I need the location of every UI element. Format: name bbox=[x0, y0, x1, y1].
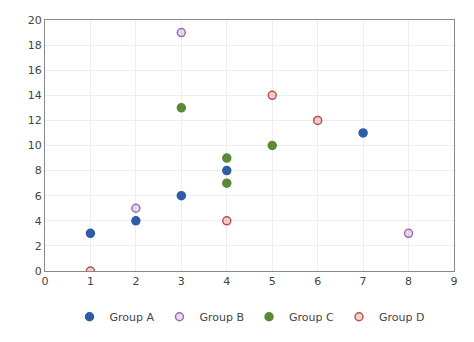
svg-text:6: 6 bbox=[35, 190, 42, 203]
svg-text:0: 0 bbox=[42, 275, 49, 288]
svg-text:10: 10 bbox=[28, 139, 42, 152]
svg-text:Group D: Group D bbox=[379, 311, 424, 324]
svg-text:12: 12 bbox=[28, 114, 42, 127]
svg-text:14: 14 bbox=[28, 89, 42, 102]
svg-text:9: 9 bbox=[451, 275, 458, 288]
svg-text:5: 5 bbox=[269, 275, 276, 288]
svg-text:7: 7 bbox=[360, 275, 367, 288]
svg-text:3: 3 bbox=[178, 275, 185, 288]
svg-text:8: 8 bbox=[35, 164, 42, 177]
svg-text:16: 16 bbox=[28, 64, 42, 77]
svg-text:4: 4 bbox=[223, 275, 230, 288]
svg-text:0: 0 bbox=[35, 265, 42, 278]
svg-text:Group A: Group A bbox=[110, 311, 155, 324]
svg-text:2: 2 bbox=[132, 275, 139, 288]
svg-text:8: 8 bbox=[405, 275, 412, 288]
svg-text:18: 18 bbox=[28, 39, 42, 52]
svg-text:Group C: Group C bbox=[289, 311, 334, 324]
svg-text:Group B: Group B bbox=[199, 311, 244, 324]
svg-text:1: 1 bbox=[87, 275, 94, 288]
svg-text:6: 6 bbox=[314, 275, 321, 288]
svg-text:4: 4 bbox=[35, 215, 42, 228]
svg-text:20: 20 bbox=[28, 14, 42, 27]
svg-text:2: 2 bbox=[35, 240, 42, 253]
